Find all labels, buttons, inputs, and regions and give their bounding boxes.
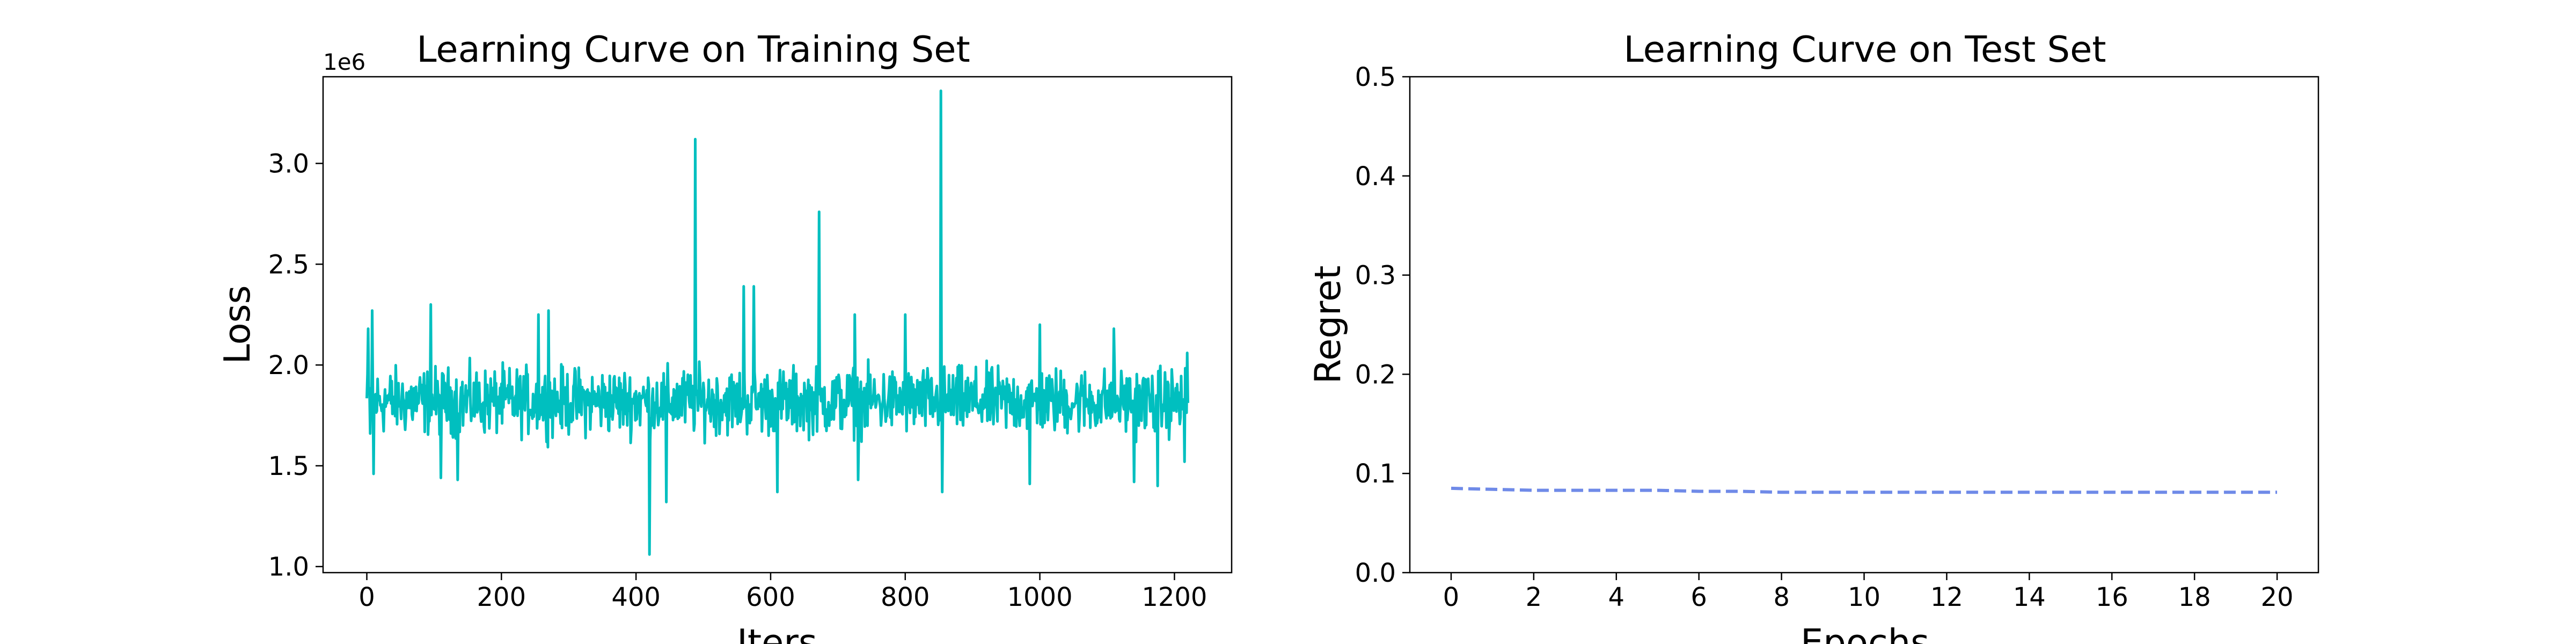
y-axis-ticks: 1.0 1.5 2.0 2.5 3.0: [268, 149, 323, 582]
axes-frame: [322, 76, 1233, 574]
y-tick-label: 0.0: [1355, 558, 1396, 588]
x-tick-label: 200: [477, 582, 526, 612]
x-tick-label: 600: [746, 582, 795, 612]
x-tick-label: 400: [611, 582, 661, 612]
y-tick-label: 0.4: [1355, 162, 1396, 192]
y-axis-label: Loss: [216, 286, 258, 364]
x-axis-label: Iters: [737, 621, 817, 644]
series-line: [1451, 486, 2277, 494]
series-line: [365, 89, 1189, 556]
x-tick-label: 10: [1848, 582, 1880, 612]
x-tick-label: 0: [1443, 582, 1460, 612]
x-tick-label: 18: [2178, 582, 2211, 612]
x-tick-label: 4: [1608, 582, 1624, 612]
test-regret-chart: Learning Curve on Test Set 0 2 4 6 8 10 12 14 16…: [1307, 28, 2319, 644]
y-axis-ticks: 0.0 0.1 0.2 0.3 0.4 0.5: [1355, 62, 1410, 588]
y-tick-label: 1.5: [268, 451, 309, 481]
x-tick-label: 2: [1526, 582, 1542, 612]
plot-area: [1451, 486, 2277, 494]
x-tick-label: 14: [2013, 582, 2046, 612]
axes-frame: [1409, 76, 2319, 574]
y-scale-offset: 1e6: [323, 49, 365, 75]
chart-title: Learning Curve on Training Set: [416, 28, 970, 70]
y-tick-label: 0.5: [1355, 62, 1396, 92]
x-tick-label: 800: [881, 582, 930, 612]
x-axis-ticks: 0 2 4 6 8 10 12 14 16 18 20: [1443, 573, 2294, 612]
y-tick-label: 0.3: [1355, 261, 1396, 291]
y-tick-label: 2.5: [268, 250, 309, 280]
y-tick-label: 1.0: [268, 552, 309, 582]
y-tick-label: 2.0: [268, 350, 309, 380]
x-tick-label: 0: [358, 582, 375, 612]
y-tick-label: 0.2: [1355, 360, 1396, 390]
x-axis-label: Epochs: [1801, 621, 1929, 644]
x-tick-label: 20: [2261, 582, 2294, 612]
y-axis-label: Regret: [1307, 266, 1349, 384]
x-axis-ticks: 0 200 400 600 800 1000 1200: [358, 573, 1207, 612]
x-tick-label: 1200: [1141, 582, 1207, 612]
x-tick-label: 16: [2096, 582, 2128, 612]
plot-area: [365, 89, 1189, 556]
x-tick-label: 12: [1930, 582, 1963, 612]
x-tick-label: 8: [1773, 582, 1790, 612]
y-tick-label: 0.1: [1355, 459, 1396, 489]
y-tick-label: 3.0: [268, 149, 309, 179]
chart-title: Learning Curve on Test Set: [1623, 28, 2106, 70]
training-loss-chart: Learning Curve on Training Set 1e6 0 200 4…: [216, 28, 1233, 644]
x-tick-label: 6: [1690, 582, 1707, 612]
x-tick-label: 1000: [1007, 582, 1073, 612]
